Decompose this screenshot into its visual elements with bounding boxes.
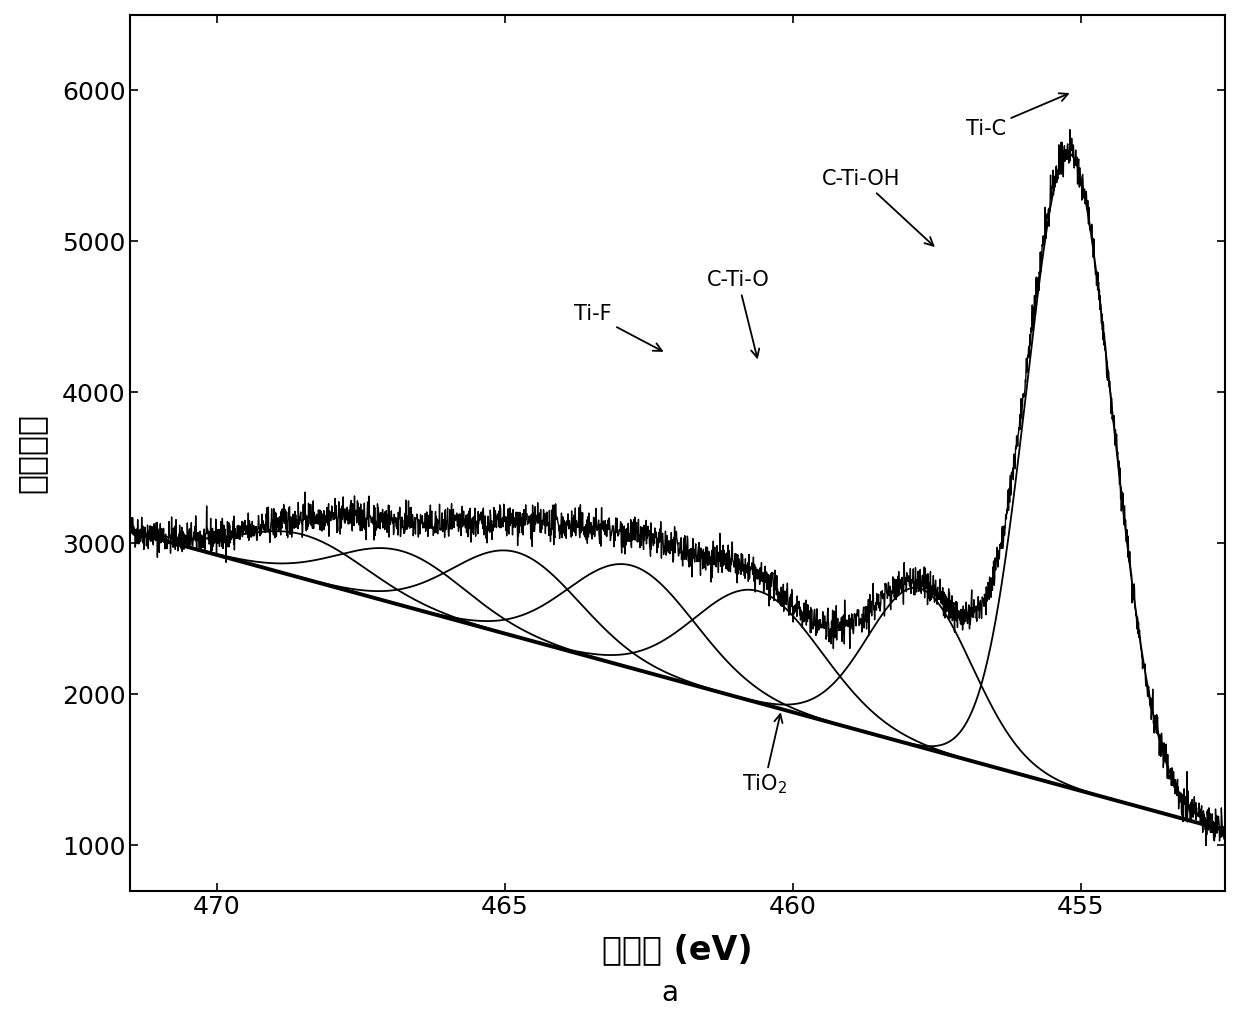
Text: a: a [661,979,678,1007]
Text: C-Ti-OH: C-Ti-OH [822,168,934,246]
Text: Ti-C: Ti-C [966,93,1068,138]
Y-axis label: 相对强度: 相对强度 [15,413,48,493]
X-axis label: 结合能 (eV): 结合能 (eV) [603,934,753,966]
Text: C-Ti-O: C-Ti-O [707,270,769,357]
Text: TiO$_2$: TiO$_2$ [742,714,786,796]
Text: Ti-F: Ti-F [574,305,662,351]
